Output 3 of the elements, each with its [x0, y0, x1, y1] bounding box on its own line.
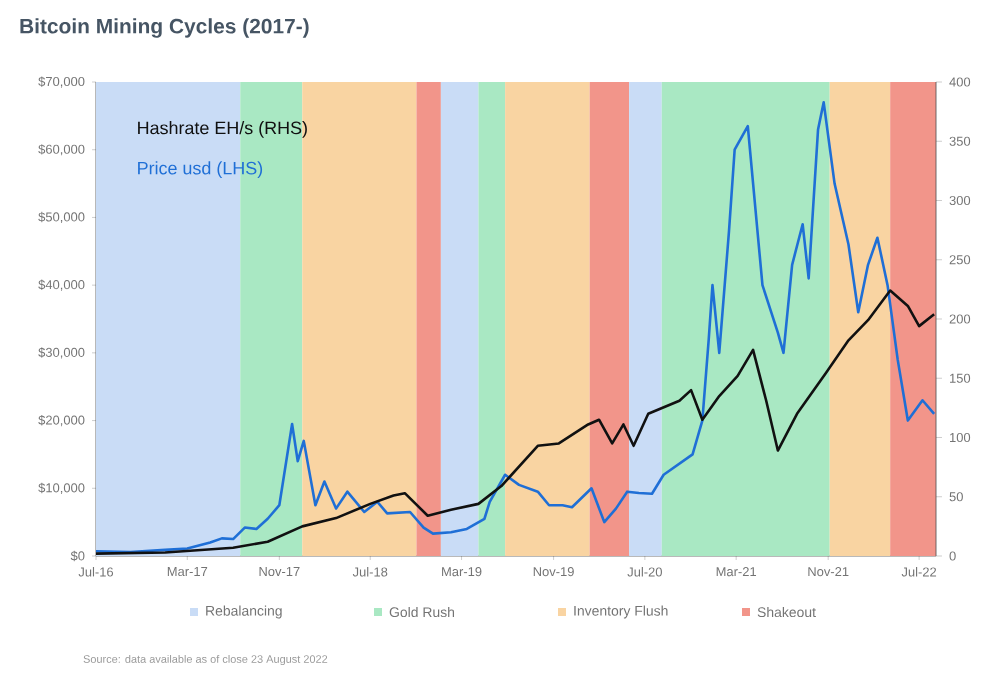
text: Hashrate EH/s (RHS)	[138, 121, 307, 138]
text: Price usd (LHS)	[138, 161, 263, 179]
chart-title: Bitcoin Mining Cycles (2017-)	[20, 18, 309, 38]
